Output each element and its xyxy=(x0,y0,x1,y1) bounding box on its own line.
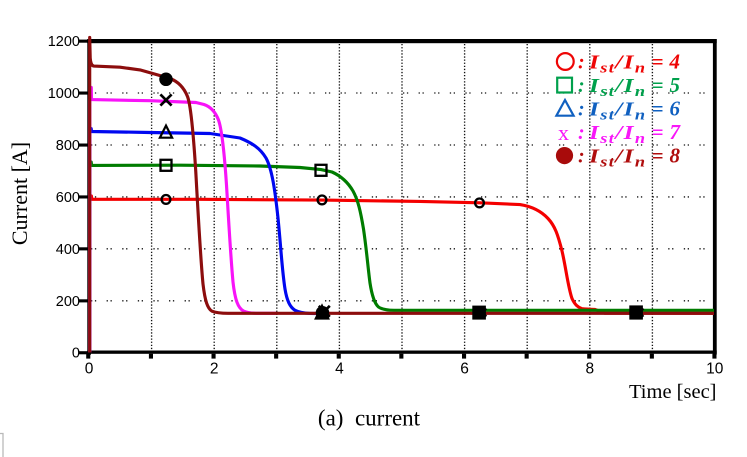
svg-text:6: 6 xyxy=(460,360,469,377)
svg-text:Ist/In: Ist/I n xyxy=(588,145,647,170)
svg-text:Ist/In: Ist/I n xyxy=(588,51,647,76)
svg-text:x: x xyxy=(558,120,569,145)
svg-text:200: 200 xyxy=(56,294,80,310)
svg-text:2: 2 xyxy=(210,360,219,377)
svg-text:1000: 1000 xyxy=(48,86,80,102)
svg-text:(a) current: (a) current xyxy=(318,406,421,431)
svg-text::: : xyxy=(578,122,586,144)
svg-text:800: 800 xyxy=(56,138,80,154)
svg-text:10: 10 xyxy=(706,360,724,377)
svg-text:0: 0 xyxy=(72,346,80,362)
svg-text::: : xyxy=(578,75,586,97)
svg-text:0: 0 xyxy=(85,360,94,377)
svg-text:Current [A]: Current [A] xyxy=(7,142,32,245)
svg-text:400: 400 xyxy=(56,242,80,258)
svg-text:4: 4 xyxy=(335,360,344,377)
svg-text:= 4: = 4 xyxy=(652,49,682,73)
svg-text:= 5: = 5 xyxy=(652,73,682,97)
svg-text::: : xyxy=(578,145,586,167)
svg-text:= 8: = 8 xyxy=(652,143,682,167)
svg-text::: : xyxy=(578,51,586,73)
svg-text:Ist/In: Ist/I n xyxy=(588,98,647,123)
svg-text:Time [sec]: Time [sec] xyxy=(629,381,717,403)
svg-text:= 6: = 6 xyxy=(652,96,682,120)
svg-text:Ist/In: Ist/I n xyxy=(588,122,647,147)
svg-text::: : xyxy=(578,98,586,120)
svg-text:600: 600 xyxy=(56,190,80,206)
svg-text:= 7: = 7 xyxy=(652,120,682,144)
svg-text:8: 8 xyxy=(585,360,594,377)
svg-text:Ist/In: Ist/I n xyxy=(588,75,647,100)
svg-text:1200: 1200 xyxy=(48,34,80,50)
